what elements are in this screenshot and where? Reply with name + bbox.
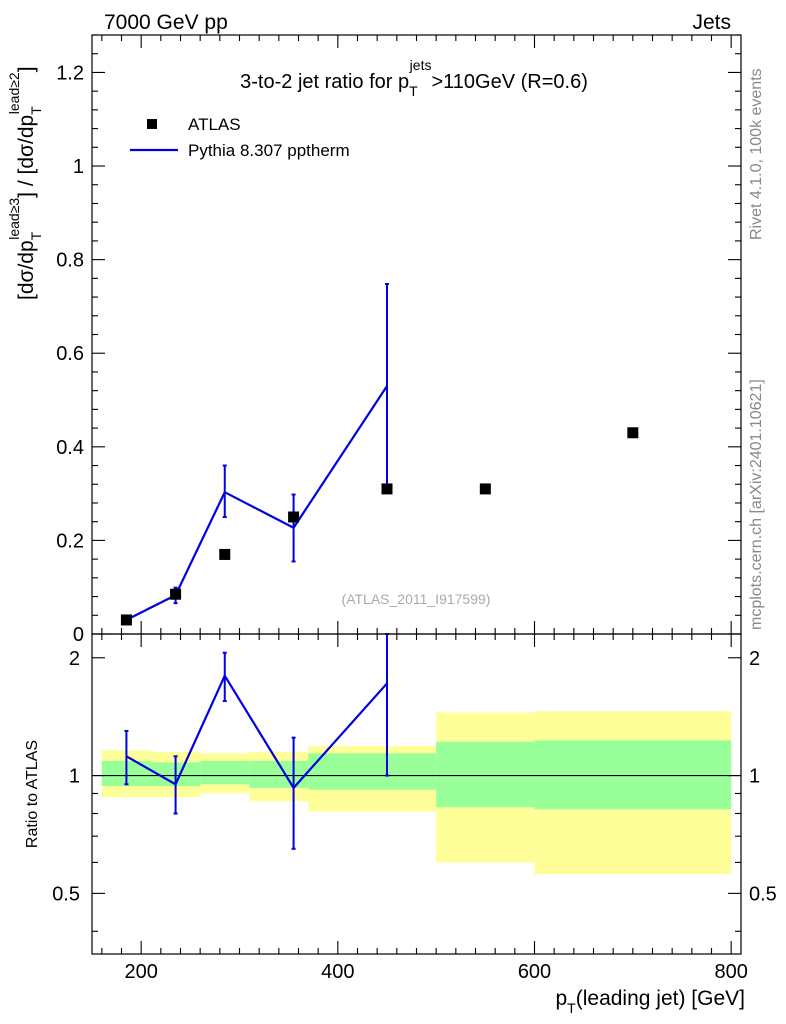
ratio-mc-line (125, 673, 388, 790)
ylabel-part-b-sup: lead≥2 (6, 72, 22, 114)
main-y-tick-label: 0.2 (56, 530, 84, 552)
ylabel-part-a-sup: lead≥3 (6, 198, 22, 240)
analysis-watermark: (ATLAS_2011_I917599) (342, 591, 491, 607)
x-axis-label: pT(leading jet) [GeV] (555, 987, 745, 1016)
ratio-band-inner (436, 741, 535, 808)
ratio-band-inner (308, 753, 437, 790)
ratio-y-tick-label-right: 0.5 (749, 883, 777, 905)
mc-error-bars (124, 282, 389, 621)
ratio-uncertainty-bands (101, 711, 732, 875)
ratio-y-tick-label-right: 1 (749, 766, 760, 788)
legend-atlas-marker (147, 119, 157, 129)
atlas-data-point (288, 511, 300, 523)
x-tick-label: 800 (714, 961, 747, 983)
chart-title-suffix: >110GeV (R=0.6) (431, 71, 587, 93)
main-y-tick-label: 0 (73, 624, 84, 646)
x-tick-label: 400 (321, 961, 354, 983)
main-y-tick-label: 0.6 (56, 343, 84, 365)
x-tick-label: 200 (124, 961, 157, 983)
atlas-data-point (627, 427, 639, 439)
ratio-y-axis: 0.5 0.5 1 1 2 2 (52, 648, 777, 932)
ylabel-part-b-sub: T (28, 106, 44, 115)
x-axis: 200 400 600 800 (101, 634, 748, 983)
ratio-band-inner (200, 760, 250, 785)
main-panel: 0 0.2 0.4 0.6 0.8 1 1.2 3-to-2 jet ratio for p… (6, 34, 742, 646)
rivet-version-label: Rivet 4.1.0, 100k events (748, 68, 765, 240)
atlas-data-points (120, 427, 639, 626)
chart-title-prefix: 3-to-2 jet ratio for p (240, 71, 409, 93)
xlabel-part-a: p (555, 987, 567, 1010)
ratio-y-tick-label: 1 (69, 766, 80, 788)
legend-atlas-label: ATLAS (188, 115, 241, 134)
ratio-panel: 0.5 0.5 1 1 2 2 200 400 600 800 Ratio to ATLAS p… (24, 633, 777, 1016)
chart-title-sub: T (409, 83, 418, 99)
ylabel-part-b: ] / [dσ/dp (15, 115, 38, 198)
main-y-axis: 0 0.2 0.4 0.6 0.8 1 1.2 (56, 34, 741, 646)
ylabel-part-a: [dσ/dp (15, 240, 38, 300)
legend: ATLAS Pythia 8.307 pptherm (130, 115, 350, 160)
chart-title: 3-to-2 jet ratio for pTjets>110GeV (R=0.… (240, 57, 588, 99)
atlas-data-point (381, 483, 393, 495)
mcplots-credit-label: mcplots.cern.ch [arXiv:2401.10621] (748, 379, 765, 630)
legend-mc-label: Pythia 8.307 pptherm (188, 141, 350, 160)
atlas-data-point (219, 548, 231, 560)
x-tick-label: 600 (518, 961, 551, 983)
atlas-data-point (479, 483, 491, 495)
ratio-error-bars (124, 633, 389, 850)
main-y-tick-label: 0.8 (56, 250, 84, 272)
main-y-tick-label: 0.4 (56, 437, 84, 459)
xlabel-part-b: (leading jet) [GeV] (576, 987, 745, 1010)
ratio-y-tick-label-right: 2 (749, 648, 760, 670)
ylabel-part-a-sub: T (28, 231, 44, 240)
main-y-tick-label: 1.2 (56, 62, 84, 84)
header-energy-label: 7000 GeV pp (104, 11, 228, 34)
main-x-ticks (101, 35, 732, 634)
ylabel-part-c: ] (15, 66, 38, 72)
ratio-y-tick-label: 0.5 (52, 883, 80, 905)
ratio-y-axis-label: Ratio to ATLAS (24, 740, 41, 848)
atlas-data-point (120, 614, 132, 626)
main-y-tick-label: 1 (73, 156, 84, 178)
chart-title-sup: jets (409, 57, 432, 73)
main-y-axis-label: [dσ/dpTlead≥3] / [dσ/dpTlead≥2] (6, 66, 44, 300)
ratio-y-tick-label: 2 (69, 648, 80, 670)
header-category-label: Jets (692, 11, 731, 34)
mc-series-line (125, 385, 388, 621)
atlas-data-point (170, 588, 182, 600)
ratio-band-inner (534, 740, 732, 810)
xlabel-part-sub: T (567, 1000, 576, 1016)
